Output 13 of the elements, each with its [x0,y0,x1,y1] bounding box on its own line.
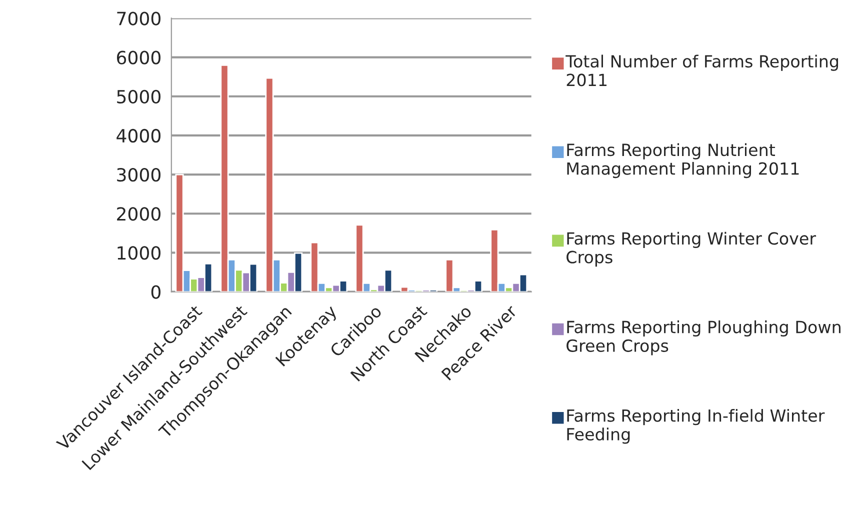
y-tick-label: 4000 [116,128,160,143]
y-tick-label: 2000 [117,207,160,221]
y-tick-label: 0 [151,285,160,299]
y-tick-label: 7000 [117,12,160,26]
legend-label: Farms Reporting Winter Cover Crops [566,232,816,267]
y-tick-label: 3000 [117,168,160,182]
legend-label: Total Number of Farms Reporting 2011 [566,54,838,86]
y-tick-label: 1000 [118,246,160,260]
legend-label: Farms Reporting Ploughing Down Green Crops [566,320,840,356]
y-tick-label: 6000 [116,50,160,64]
y-tick-label: 5000 [117,90,160,104]
legend-label: Farms Reporting In-field Winter Feeding [567,408,825,444]
legend-label: Farms Reporting Nutrient Management Planning 2011 [567,143,799,178]
